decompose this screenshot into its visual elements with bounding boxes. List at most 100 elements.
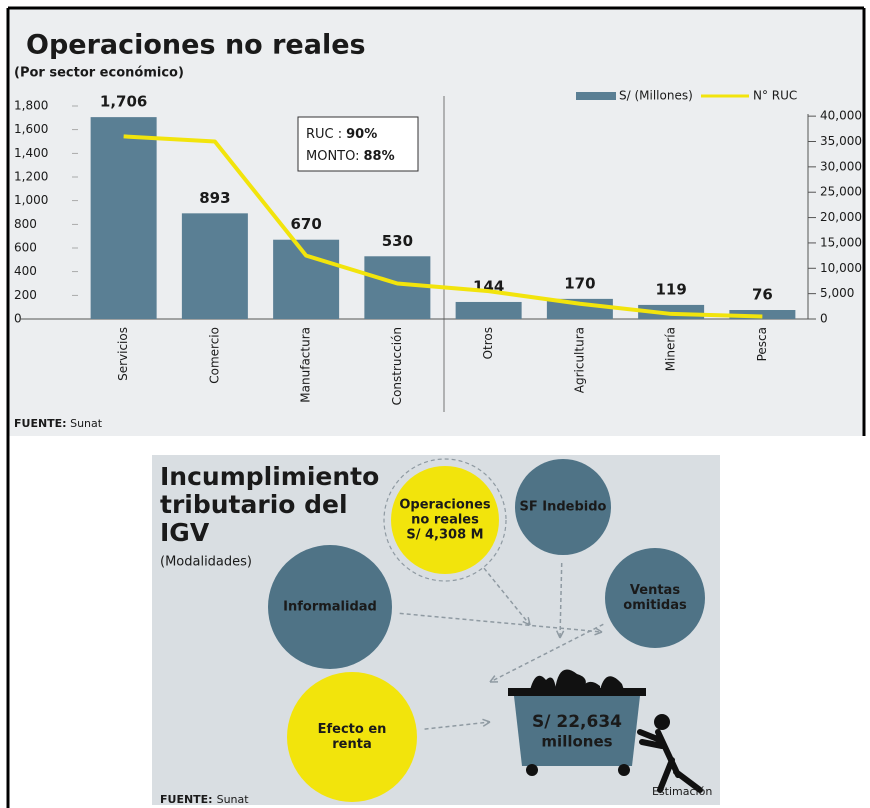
arrow bbox=[489, 623, 604, 683]
value-label: 530 bbox=[382, 232, 413, 250]
y2-tick-label: 35,000 bbox=[820, 134, 862, 148]
annotation-value: 90% bbox=[346, 127, 377, 142]
value-label: 670 bbox=[290, 215, 321, 233]
bar bbox=[90, 117, 157, 319]
y-tick-label: 400 bbox=[14, 264, 37, 278]
x-tick-label: Minería bbox=[664, 327, 678, 371]
source-text: Sunat bbox=[70, 417, 103, 430]
x-tick-label: Otros bbox=[481, 327, 495, 359]
arrow-head bbox=[489, 675, 499, 683]
chart-source: FUENTE: Sunat bbox=[14, 417, 103, 430]
arrow bbox=[559, 562, 563, 639]
arrow bbox=[399, 612, 603, 633]
arrow bbox=[424, 721, 491, 730]
y-tick-label: 0 bbox=[14, 312, 22, 326]
diagram-title: tributario del bbox=[160, 490, 348, 519]
bag bbox=[580, 681, 600, 690]
bar bbox=[455, 301, 522, 319]
node-label: S/ 4,308 M bbox=[406, 528, 483, 543]
source-label: FUENTE: bbox=[160, 793, 213, 806]
node bbox=[605, 548, 705, 648]
source-label: FUENTE: bbox=[14, 417, 67, 430]
annotation: RUC : 90% bbox=[306, 127, 377, 142]
diagram-subtitle: (Modalidades) bbox=[160, 555, 252, 570]
wheel bbox=[618, 764, 630, 776]
annotation-value: 88% bbox=[364, 149, 395, 164]
y-tick-label: 1,000 bbox=[14, 193, 48, 207]
bag bbox=[555, 669, 586, 690]
node-label: Ventas bbox=[630, 583, 680, 598]
node-label: Operaciones bbox=[399, 498, 491, 513]
person-head bbox=[654, 714, 670, 730]
arrow bbox=[483, 567, 531, 626]
line bbox=[123, 134, 763, 319]
bin-rim bbox=[508, 688, 646, 696]
legend-label: N° RUC bbox=[753, 89, 797, 103]
node-label: Informalidad bbox=[283, 600, 377, 615]
value-label: 893 bbox=[199, 189, 230, 207]
chart-title: Operaciones no reales bbox=[26, 30, 366, 61]
node bbox=[391, 466, 499, 574]
annotation-box bbox=[297, 116, 419, 172]
bar bbox=[181, 213, 248, 319]
y-tick-label: 800 bbox=[14, 217, 37, 231]
chart-subtitle: (Por sector económico) bbox=[14, 66, 184, 81]
y2-tick-label: 25,000 bbox=[820, 185, 862, 199]
bag bbox=[530, 675, 556, 690]
arrow-head bbox=[482, 718, 491, 727]
y-tick-label: 1,200 bbox=[14, 170, 48, 184]
y2-tick-label: 40,000 bbox=[820, 109, 862, 123]
y2-tick-label: 0 bbox=[820, 312, 828, 326]
total-label: S/ 22,634 bbox=[532, 712, 622, 732]
total-label: millones bbox=[541, 733, 612, 751]
diagram-source: FUENTE: Sunat bbox=[160, 793, 249, 806]
node-label: Efecto en bbox=[318, 722, 387, 737]
bar bbox=[364, 256, 431, 319]
node-label: SF Indebido bbox=[520, 500, 607, 515]
arrow-head bbox=[556, 630, 565, 639]
y2-tick-label: 30,000 bbox=[820, 159, 862, 173]
annotation: MONTO: 88% bbox=[306, 149, 395, 164]
y-tick-label: 1,400 bbox=[14, 146, 48, 160]
value-label: 1,706 bbox=[100, 93, 147, 111]
value-label: 119 bbox=[655, 280, 686, 298]
x-tick-label: Agricultura bbox=[572, 327, 586, 393]
node-label: omitidas bbox=[623, 598, 687, 613]
legend-swatch bbox=[576, 92, 616, 100]
node bbox=[515, 459, 611, 555]
wheel bbox=[526, 764, 538, 776]
x-tick-label: Pesca bbox=[755, 327, 769, 361]
value-label: 170 bbox=[564, 274, 595, 292]
person-body bbox=[637, 729, 703, 793]
source-text: Sunat bbox=[217, 793, 250, 806]
x-tick-label: Construcción bbox=[390, 327, 404, 405]
x-tick-label: Servicios bbox=[116, 327, 130, 381]
node-label: no reales bbox=[411, 513, 479, 528]
y2-tick-label: 5,000 bbox=[820, 286, 854, 300]
y-tick-label: 1,800 bbox=[14, 99, 48, 113]
y2-tick-label: 20,000 bbox=[820, 210, 862, 224]
arrow-head bbox=[522, 617, 531, 626]
y2-tick-label: 10,000 bbox=[820, 261, 862, 275]
diagram-title: IGV bbox=[160, 518, 210, 547]
diagram-note: Estimación bbox=[652, 785, 712, 798]
legend-label: S/ (Millones) bbox=[619, 89, 693, 103]
x-tick-label: Comercio bbox=[207, 327, 221, 384]
annotation-label: MONTO: bbox=[306, 149, 360, 164]
bag bbox=[600, 676, 624, 690]
node-label: renta bbox=[332, 737, 371, 752]
y-tick-label: 200 bbox=[14, 288, 37, 302]
node bbox=[268, 545, 392, 669]
y-tick-label: 600 bbox=[14, 241, 37, 255]
node-ring bbox=[383, 458, 507, 582]
bar bbox=[273, 239, 340, 319]
diagram-title: Incumplimiento bbox=[160, 462, 379, 491]
y2-tick-label: 15,000 bbox=[820, 235, 862, 249]
value-label: 76 bbox=[752, 286, 773, 304]
bin bbox=[514, 696, 640, 766]
annotation-label: RUC : bbox=[306, 127, 342, 142]
x-tick-label: Manufactura bbox=[299, 327, 313, 403]
y-tick-label: 1,600 bbox=[14, 122, 48, 136]
node bbox=[287, 672, 417, 802]
